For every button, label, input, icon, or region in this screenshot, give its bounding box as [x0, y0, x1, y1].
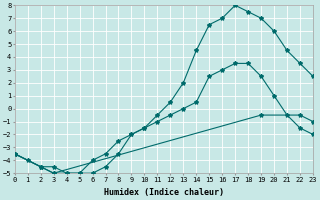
X-axis label: Humidex (Indice chaleur): Humidex (Indice chaleur): [104, 188, 224, 197]
